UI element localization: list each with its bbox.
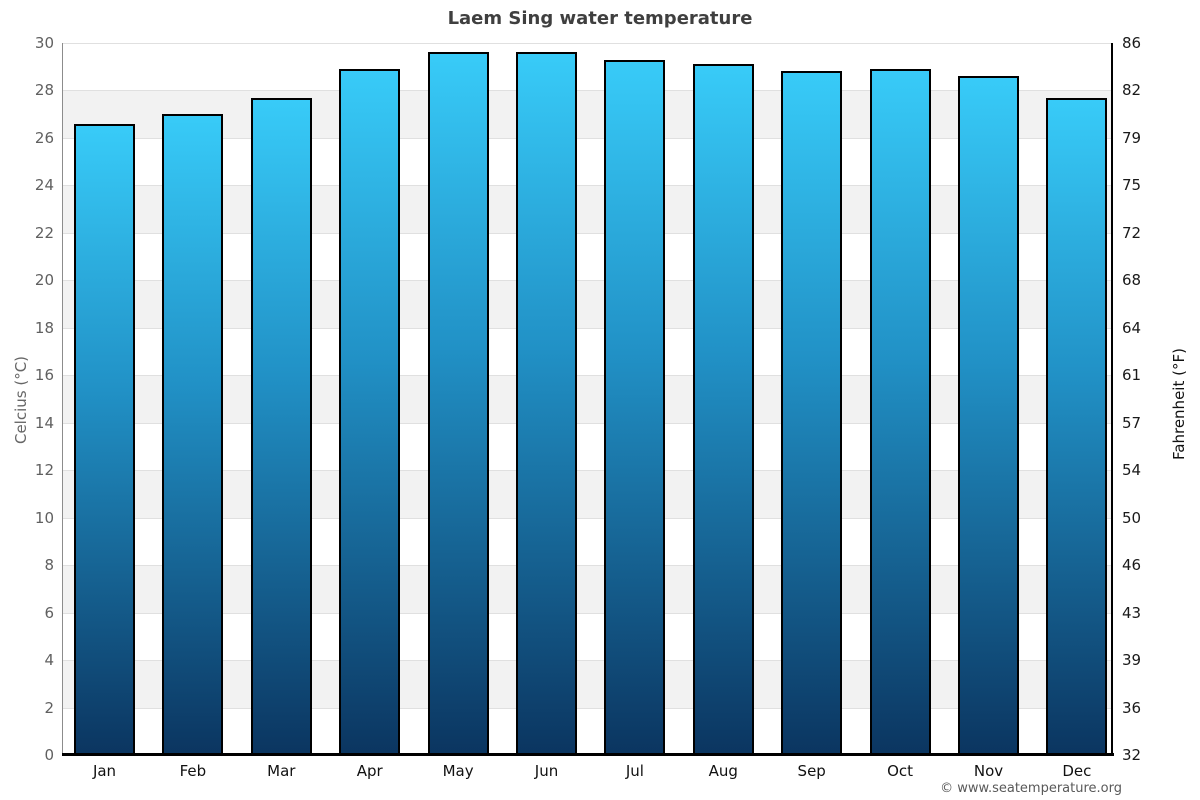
y-tick-left-12: 12 bbox=[34, 461, 54, 480]
x-label-feb: Feb bbox=[179, 762, 207, 780]
y-tick-right-43: 43 bbox=[1122, 603, 1142, 622]
bar-sep[interactable] bbox=[781, 71, 843, 755]
x-label-aug: Aug bbox=[708, 762, 738, 780]
bar-jul[interactable] bbox=[604, 59, 666, 755]
plot-band bbox=[62, 232, 1112, 281]
x-label-jan: Jan bbox=[92, 762, 117, 780]
bar-mar[interactable] bbox=[250, 97, 312, 755]
chart-title: Laem Sing water temperature bbox=[447, 8, 753, 29]
bar-nov[interactable] bbox=[958, 76, 1019, 755]
y-axis-line-left bbox=[62, 43, 63, 755]
bar-dec[interactable] bbox=[1046, 97, 1108, 755]
gridline bbox=[62, 327, 1112, 329]
gridline bbox=[62, 612, 1112, 614]
plot-band bbox=[62, 375, 1112, 423]
plot-band bbox=[62, 185, 1112, 233]
gridline bbox=[62, 137, 1112, 139]
gridline bbox=[62, 280, 1112, 282]
x-label-jun: Jun bbox=[534, 762, 559, 780]
x-label-jul: Jul bbox=[625, 762, 644, 780]
plot-band bbox=[62, 90, 1112, 138]
x-label-dec: Dec bbox=[1062, 762, 1092, 780]
plot-band bbox=[62, 43, 1112, 91]
y-axis-line-right bbox=[1111, 43, 1113, 755]
y-tick-right-82: 82 bbox=[1122, 81, 1142, 100]
y-tick-left-22: 22 bbox=[34, 223, 54, 242]
y-tick-left-10: 10 bbox=[34, 508, 54, 527]
bar-aug[interactable] bbox=[692, 64, 754, 755]
y-tick-left-30: 30 bbox=[34, 34, 54, 52]
y-tick-right-50: 50 bbox=[1122, 508, 1142, 527]
y-axis-title-celsius: Celcius (°C) bbox=[12, 355, 30, 445]
gridline bbox=[62, 232, 1112, 234]
y-tick-right-57: 57 bbox=[1122, 413, 1142, 432]
y-tick-right-75: 75 bbox=[1122, 176, 1142, 195]
y-tick-right-39: 39 bbox=[1122, 651, 1142, 670]
y-tick-right-86: 86 bbox=[1122, 34, 1142, 52]
x-label-apr: Apr bbox=[356, 762, 383, 780]
copyright-link[interactable]: © www.seatemperature.org bbox=[940, 781, 1122, 796]
y-tick-right-64: 64 bbox=[1122, 318, 1142, 337]
x-label-may: May bbox=[442, 762, 474, 780]
y-tick-left-4: 4 bbox=[44, 651, 54, 670]
plot-band bbox=[62, 327, 1112, 376]
gridline bbox=[62, 660, 1112, 662]
plot-band bbox=[62, 707, 1112, 755]
plot-band bbox=[62, 137, 1112, 186]
plot-band bbox=[62, 612, 1112, 661]
y-tick-right-54: 54 bbox=[1122, 461, 1142, 480]
gridline bbox=[62, 517, 1112, 519]
plot-band bbox=[62, 565, 1112, 613]
y-tick-left-6: 6 bbox=[44, 603, 54, 622]
y-tick-left-18: 18 bbox=[34, 318, 54, 337]
gridline bbox=[62, 43, 1112, 44]
plot-band bbox=[62, 280, 1112, 328]
y-tick-right-68: 68 bbox=[1122, 271, 1142, 290]
plot-band bbox=[62, 517, 1112, 566]
y-tick-left-14: 14 bbox=[34, 413, 54, 432]
y-tick-left-16: 16 bbox=[34, 366, 54, 385]
gridline bbox=[62, 375, 1112, 377]
gridline bbox=[62, 90, 1112, 92]
x-axis-line bbox=[62, 753, 1114, 756]
x-label-oct: Oct bbox=[887, 762, 914, 780]
plot-band bbox=[62, 422, 1112, 471]
y-axis-title-fahrenheit: Fahrenheit (°F) bbox=[1170, 348, 1188, 460]
plot-band bbox=[62, 470, 1112, 518]
bar-may[interactable] bbox=[427, 52, 489, 755]
y-tick-left-26: 26 bbox=[34, 128, 54, 147]
gridline bbox=[62, 470, 1112, 472]
y-tick-left-0: 0 bbox=[44, 746, 54, 764]
bar-oct[interactable] bbox=[869, 69, 931, 755]
y-tick-left-8: 8 bbox=[44, 556, 54, 575]
bar-jun[interactable] bbox=[516, 52, 577, 755]
gridline bbox=[62, 707, 1112, 709]
y-tick-right-79: 79 bbox=[1122, 128, 1142, 147]
gridline bbox=[62, 422, 1112, 424]
bar-apr[interactable] bbox=[339, 69, 401, 755]
y-tick-right-61: 61 bbox=[1122, 366, 1142, 385]
plot-area bbox=[62, 43, 1112, 755]
gridline bbox=[62, 565, 1112, 567]
bar-feb[interactable] bbox=[162, 114, 224, 755]
y-tick-right-46: 46 bbox=[1122, 556, 1142, 575]
y-tick-right-36: 36 bbox=[1122, 698, 1142, 717]
x-label-nov: Nov bbox=[973, 762, 1004, 780]
y-tick-left-24: 24 bbox=[34, 176, 54, 195]
y-tick-left-2: 2 bbox=[44, 698, 54, 717]
y-tick-left-20: 20 bbox=[34, 271, 54, 290]
y-tick-right-72: 72 bbox=[1122, 223, 1142, 242]
y-tick-right-32: 32 bbox=[1122, 746, 1142, 764]
plot-band bbox=[62, 660, 1112, 708]
bar-jan[interactable] bbox=[74, 123, 135, 755]
x-label-mar: Mar bbox=[267, 762, 296, 780]
gridline bbox=[62, 185, 1112, 187]
y-tick-left-28: 28 bbox=[34, 81, 54, 100]
x-label-sep: Sep bbox=[797, 762, 826, 780]
